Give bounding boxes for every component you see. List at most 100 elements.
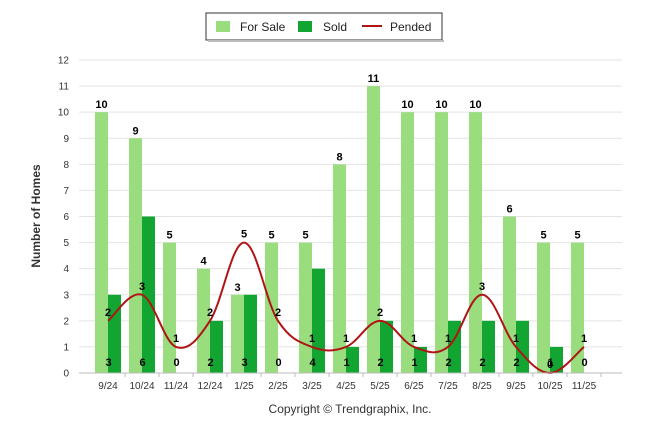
- legend-shadow: [208, 40, 444, 42]
- label-pended: 1: [343, 333, 349, 345]
- y-tick-label: 2: [63, 316, 69, 327]
- label-for-sale: 10: [95, 99, 107, 111]
- y-tick-label: 6: [63, 212, 69, 223]
- label-sold: 2: [445, 357, 451, 369]
- x-tick-label: 11/25: [572, 381, 597, 392]
- label-sold: 0: [173, 357, 179, 369]
- label-for-sale: 4: [200, 256, 207, 268]
- bar-sold: [108, 294, 121, 373]
- label-sold: 0: [275, 357, 281, 369]
- bar-sold: [380, 320, 393, 373]
- label-for-sale: 5: [302, 230, 308, 242]
- label-for-sale: 5: [268, 230, 274, 242]
- label-pended: 2: [105, 307, 111, 319]
- bar-for-sale: [401, 112, 414, 374]
- y-tick-label: 7: [63, 186, 69, 197]
- label-for-sale: 5: [166, 230, 172, 242]
- x-tick-label: 9/25: [506, 381, 526, 392]
- bar-for-sale: [129, 138, 142, 373]
- legend-label-sold: Sold: [323, 20, 347, 34]
- label-sold: 1: [343, 357, 349, 369]
- legend-swatch-sold: [298, 21, 312, 32]
- x-tick-label: 11/24: [164, 381, 189, 392]
- y-tick-label: 4: [63, 264, 69, 275]
- copyright: Copyright © Trendgraphix, Inc.: [269, 402, 432, 416]
- label-for-sale: 5: [574, 230, 580, 242]
- label-pended: 3: [139, 281, 145, 293]
- y-tick-label: 5: [63, 238, 69, 249]
- x-tick-label: 1/25: [234, 381, 254, 392]
- label-pended: 2: [377, 307, 383, 319]
- bar-for-sale: [435, 112, 448, 374]
- label-pended: 5: [241, 229, 247, 241]
- x-tick-label: 3/25: [302, 381, 322, 392]
- label-sold: 1: [411, 357, 417, 369]
- bar-sold: [346, 346, 359, 373]
- x-tick-label: 7/25: [438, 381, 458, 392]
- label-for-sale: 6: [506, 204, 512, 216]
- x-tick-label: 4/25: [336, 381, 356, 392]
- label-pended: 0: [547, 359, 553, 371]
- legend-label-pended: Pended: [390, 20, 431, 34]
- x-tick-label: 9/24: [98, 381, 118, 392]
- bar-sold: [312, 268, 325, 373]
- label-pended: 1: [173, 333, 179, 345]
- y-tick-label: 12: [58, 56, 70, 67]
- bar-for-sale: [503, 216, 516, 373]
- label-sold: 2: [207, 357, 213, 369]
- label-sold: 1: [547, 357, 553, 369]
- pended-line: [107, 241, 585, 375]
- label-pended: 1: [581, 333, 587, 345]
- label-pended: 1: [411, 333, 417, 345]
- label-pended: 1: [513, 333, 519, 345]
- bar-for-sale: [367, 86, 380, 373]
- label-sold: 2: [513, 357, 519, 369]
- x-tick-label: 12/24: [197, 381, 222, 392]
- legend: For Sale Sold Pended: [205, 12, 444, 42]
- label-for-sale: 9: [132, 125, 138, 137]
- label-pended: 2: [207, 307, 213, 319]
- bar-sold: [142, 216, 155, 373]
- label-sold: 0: [581, 357, 587, 369]
- label-for-sale: 8: [336, 151, 342, 163]
- y-tick-label: 10: [58, 108, 70, 119]
- bar-sold: [244, 294, 257, 373]
- label-pended: 1: [445, 333, 451, 345]
- x-tick-label: 5/25: [370, 381, 390, 392]
- bar-for-sale: [333, 164, 346, 373]
- label-pended: 2: [275, 307, 281, 319]
- label-sold: 3: [105, 357, 111, 369]
- bar-for-sale: [231, 294, 244, 373]
- label-for-sale: 11: [368, 73, 380, 85]
- label-for-sale: 10: [435, 99, 447, 111]
- y-tick-label: 3: [63, 290, 69, 301]
- y-axis-title: Number of Homes: [29, 164, 43, 268]
- bar-for-sale: [571, 242, 584, 373]
- label-sold: 6: [139, 357, 145, 369]
- y-tick-label: 11: [59, 82, 70, 93]
- bar-for-sale: [299, 242, 312, 373]
- label-for-sale: 3: [234, 282, 240, 294]
- x-tick-label: 6/25: [404, 381, 424, 392]
- x-tick-label: 10/25: [537, 381, 562, 392]
- bar-sold: [210, 320, 223, 373]
- label-for-sale: 10: [469, 99, 481, 111]
- bar-sold: [550, 346, 563, 373]
- bar-for-sale: [197, 268, 210, 373]
- bar-sold: [414, 346, 427, 373]
- legend-label-for-sale: For Sale: [240, 20, 286, 34]
- label-pended: 1: [309, 333, 315, 345]
- bar-sold: [482, 320, 495, 373]
- x-tick-label: 8/25: [472, 381, 492, 392]
- label-sold: 2: [377, 357, 383, 369]
- bar-for-sale: [163, 242, 176, 373]
- bar-for-sale: [469, 112, 482, 374]
- pended-line-group: [107, 241, 585, 375]
- label-for-sale: 10: [401, 99, 413, 111]
- legend-swatch-for-sale: [216, 21, 230, 32]
- y-tick-label: 8: [63, 160, 69, 171]
- y-tick-label: 1: [63, 342, 69, 353]
- bars: [95, 86, 584, 374]
